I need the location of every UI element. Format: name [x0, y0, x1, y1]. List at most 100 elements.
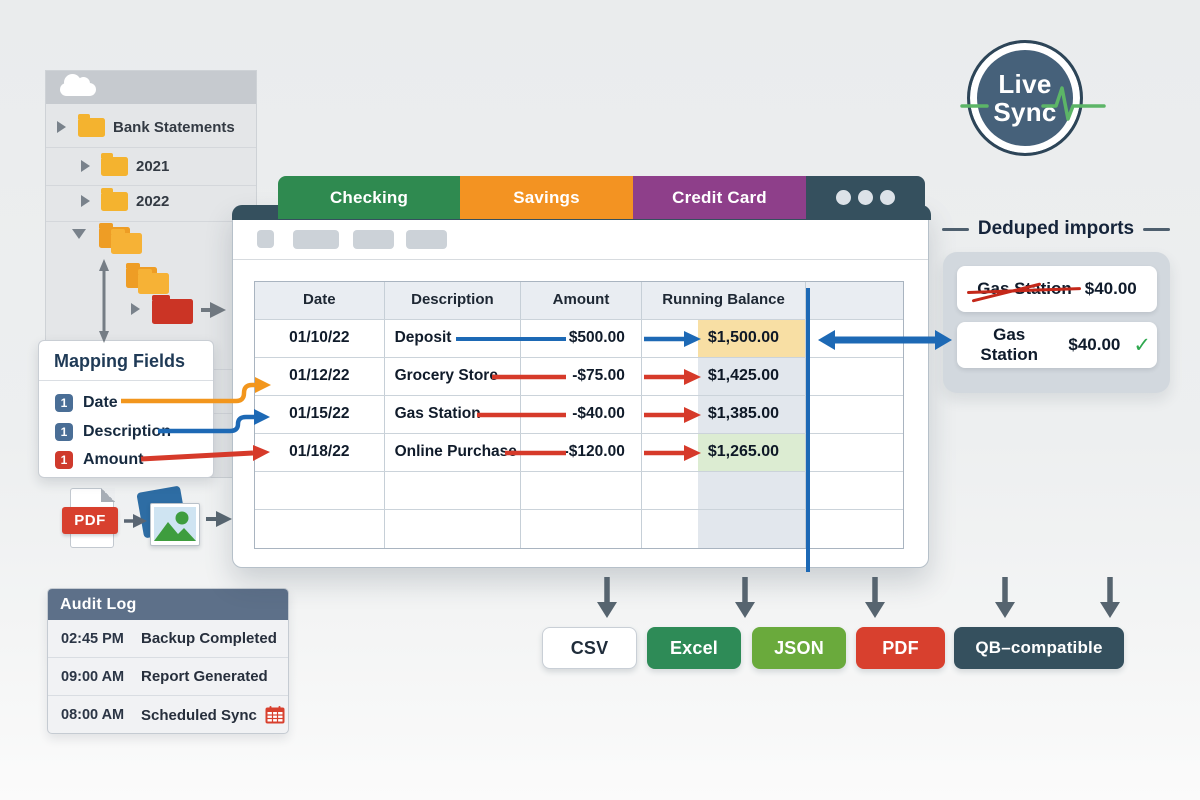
entry-name: Gas Station: [980, 325, 1038, 364]
ellipsis-dot-icon: [836, 190, 851, 205]
amount-cell[interactable]: $500.00: [521, 320, 642, 357]
folder-stack-icon[interactable]: [111, 229, 142, 254]
audit-log-panel: Audit Log 02:45 PM Backup Completed 09:0…: [47, 588, 289, 734]
empty-cell[interactable]: [521, 510, 642, 548]
tab-credit-card[interactable]: Credit Card: [633, 176, 806, 219]
field-icon: 1: [55, 422, 73, 441]
description-cell[interactable]: Gas Station: [385, 396, 522, 433]
duplicate-entry-removed[interactable]: Gas Station $40.00: [957, 266, 1157, 312]
audit-event: Report Generated: [141, 668, 268, 685]
empty-cell[interactable]: [521, 472, 642, 509]
red-folder-icon[interactable]: [152, 295, 193, 324]
amount-cell[interactable]: -$40.00: [521, 396, 642, 433]
audit-event: Scheduled Sync: [141, 706, 285, 724]
balance-highlight-green: [697, 434, 806, 471]
description-cell[interactable]: Deposit: [385, 320, 522, 357]
mapping-field-description[interactable]: 1 Description: [55, 422, 171, 441]
table-row: 01/15/22 Gas Station -$40.00 $1,385.00: [255, 396, 903, 434]
balance-cell[interactable]: $1,385.00: [642, 396, 807, 433]
tree-item-bank-statements[interactable]: Bank Statements: [113, 119, 235, 136]
balance-cell[interactable]: $1,425.00: [642, 358, 807, 395]
toolbar-button-placeholder[interactable]: [293, 230, 339, 249]
audit-event: Backup Completed: [141, 630, 277, 647]
export-excel-button[interactable]: Excel: [647, 627, 741, 669]
empty-cell[interactable]: [806, 434, 903, 471]
folder-stack-icon[interactable]: [138, 269, 169, 294]
audit-time: 09:00 AM: [61, 668, 125, 685]
tab-label: Savings: [513, 187, 580, 207]
empty-cell[interactable]: [255, 510, 385, 548]
table-empty-row: [255, 472, 903, 510]
empty-cell[interactable]: [255, 472, 385, 509]
calendar-icon: [265, 706, 285, 724]
tab-checking[interactable]: Checking: [278, 176, 460, 219]
balance-column-shading: [697, 472, 806, 509]
date-cell[interactable]: 01/18/22: [255, 434, 385, 471]
export-qb-compatible-button[interactable]: QB–compatible: [954, 627, 1124, 669]
entry-amount: $40.00: [1084, 279, 1137, 298]
table-empty-row: [255, 510, 903, 548]
field-label: Date: [83, 393, 118, 411]
divider: [46, 185, 256, 186]
balance-cell[interactable]: $1,265.00: [642, 434, 807, 471]
expand-caret-icon[interactable]: [131, 303, 140, 315]
folder-icon[interactable]: [101, 188, 128, 211]
tab-savings[interactable]: Savings: [460, 176, 633, 219]
empty-cell[interactable]: [806, 472, 903, 509]
date-cell[interactable]: 01/12/22: [255, 358, 385, 395]
description-cell[interactable]: Online Purchase: [385, 434, 522, 471]
column-header-date: Date: [255, 282, 385, 319]
mapping-fields-title: Mapping Fields: [39, 341, 213, 381]
table-row: 01/12/22 Grocery Store -$75.00 $1,425.00: [255, 358, 903, 396]
deduped-imports-title: Deduped imports: [977, 218, 1135, 239]
description-cell[interactable]: Grocery Store: [385, 358, 522, 395]
audit-log-entry[interactable]: 09:00 AM Report Generated: [48, 658, 288, 696]
folder-icon[interactable]: [78, 114, 105, 137]
empty-cell[interactable]: [806, 358, 903, 395]
toolbar-button-placeholder[interactable]: [406, 230, 447, 249]
audit-log-entry[interactable]: 08:00 AM Scheduled Sync: [48, 696, 288, 734]
kept-entry[interactable]: Gas Station $40.00 ✓: [957, 322, 1157, 368]
date-cell[interactable]: 01/10/22: [255, 320, 385, 357]
empty-cell[interactable]: [806, 510, 903, 548]
expand-caret-icon[interactable]: [81, 160, 90, 172]
column-header-amount: Amount: [521, 282, 642, 319]
mapping-field-date[interactable]: 1 Date: [55, 393, 118, 412]
expand-caret-icon[interactable]: [57, 121, 66, 133]
empty-cell[interactable]: [642, 472, 807, 509]
collapse-caret-icon[interactable]: [72, 229, 86, 239]
column-header-running-balance: Running Balance: [642, 282, 807, 319]
balance-column-shading: [697, 396, 806, 433]
tab-overflow-menu[interactable]: [806, 176, 925, 219]
button-label: Excel: [669, 637, 719, 658]
toolbar-button-placeholder[interactable]: [353, 230, 394, 249]
balance-value: $1,500.00: [707, 329, 780, 346]
cloud-icon: [60, 74, 96, 96]
empty-cell[interactable]: [642, 510, 807, 548]
balance-column-marker-line: [806, 288, 810, 572]
empty-cell[interactable]: [385, 472, 522, 509]
audit-log-entry[interactable]: 02:45 PM Backup Completed: [48, 620, 288, 658]
toolbar-button-placeholder[interactable]: [257, 230, 274, 248]
balance-value: $1,425.00: [707, 367, 780, 384]
empty-cell[interactable]: [806, 320, 903, 357]
balance-cell[interactable]: $1,500.00: [642, 320, 807, 357]
export-json-button[interactable]: JSON: [752, 627, 846, 669]
expand-caret-icon[interactable]: [81, 195, 90, 207]
empty-cell[interactable]: [806, 396, 903, 433]
amount-cell[interactable]: -$75.00: [521, 358, 642, 395]
export-csv-button[interactable]: CSV: [542, 627, 637, 669]
tab-label: Checking: [329, 187, 409, 207]
tree-item-2022[interactable]: 2022: [136, 193, 170, 210]
amount-cell[interactable]: -$120.00: [521, 434, 642, 471]
empty-cell[interactable]: [385, 510, 522, 548]
date-cell[interactable]: 01/15/22: [255, 396, 385, 433]
tree-item-2021[interactable]: 2021: [136, 158, 170, 175]
folder-icon[interactable]: [101, 153, 128, 176]
live-sync-badge: Live Sync: [967, 40, 1083, 156]
button-label: QB–compatible: [975, 638, 1103, 657]
export-pdf-button[interactable]: PDF: [856, 627, 945, 669]
mapping-field-amount[interactable]: 1 Amount: [55, 450, 143, 469]
strikethrough-entry-name: Gas Station: [977, 279, 1072, 298]
